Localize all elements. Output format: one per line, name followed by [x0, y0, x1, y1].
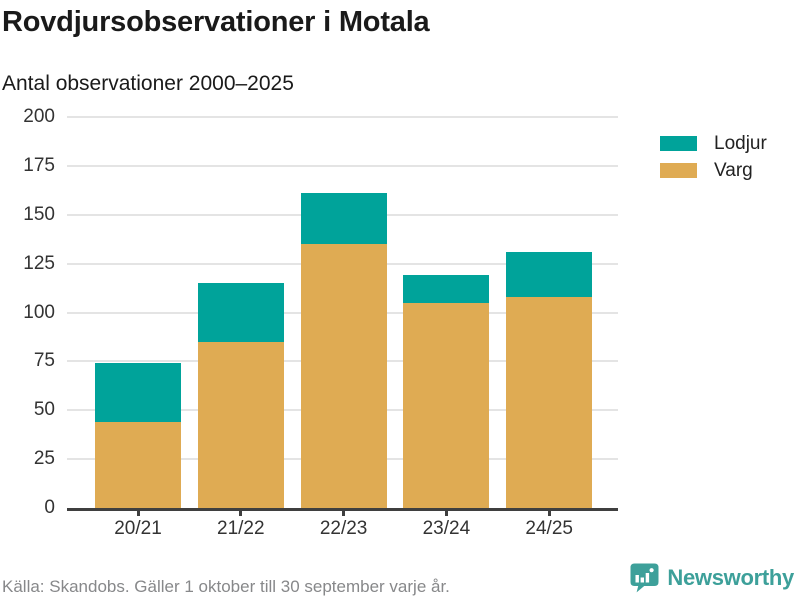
- brand-name: Newsworthy: [667, 564, 794, 590]
- y-tick-label: 50: [33, 399, 55, 421]
- x-tick-label-20/21: 20/21: [114, 518, 162, 539]
- x-axis-tick: [136, 510, 140, 516]
- bar-segment-lodjur-24/25: [506, 251, 593, 297]
- legend-swatch: [660, 163, 697, 178]
- y-tick-label: 75: [33, 350, 55, 372]
- x-tick-label-22/23: 22/23: [319, 518, 368, 539]
- bar-20/21: [95, 117, 181, 508]
- bar-segment-lodjur-23/24: [403, 275, 490, 303]
- x-tick-label-24/25: 24/25: [525, 518, 573, 539]
- bar-23/24: [403, 117, 490, 508]
- y-tick-label: 100: [23, 301, 55, 323]
- y-tick-label: 150: [23, 203, 55, 225]
- y-tick-label: 125: [23, 252, 55, 274]
- bar-segment-lodjur-22/23: [300, 193, 387, 245]
- bar-segment-varg-21/22: [197, 341, 284, 508]
- x-axis-tick: [547, 510, 551, 516]
- plot-area: [67, 116, 618, 511]
- legend-item-lodjur: Lodjur: [660, 133, 767, 154]
- x-axis-tick: [239, 510, 243, 516]
- chart-title: Rovdjursobservationer i Motala: [2, 6, 430, 38]
- bar-segment-varg-23/24: [403, 302, 490, 508]
- chart-subtitle: Antal observationer 2000–2025: [2, 72, 294, 95]
- brand-logo: Newsworthy: [629, 562, 794, 593]
- x-axis-tick: [342, 510, 346, 516]
- x-axis-tick: [444, 510, 448, 516]
- bar-segment-lodjur-21/22: [197, 283, 284, 342]
- legend: Lodjur Varg: [660, 133, 767, 190]
- y-tick-label: 25: [33, 448, 55, 470]
- bar-21/22: [197, 117, 284, 508]
- source-note: Källa: Skandobs. Gäller 1 oktober till 3…: [2, 577, 450, 596]
- bar-segment-varg-20/21: [95, 421, 181, 508]
- bar-segment-lodjur-20/21: [95, 363, 181, 422]
- x-tick-label-23/24: 23/24: [422, 518, 471, 539]
- gridline-200: [67, 116, 618, 118]
- gridline-175: [67, 164, 618, 167]
- bar-segment-varg-24/25: [506, 296, 593, 508]
- legend-label: Varg: [714, 160, 753, 181]
- bar-segment-varg-22/23: [300, 244, 387, 508]
- legend-swatch: [660, 136, 697, 151]
- legend-label: Lodjur: [714, 133, 767, 154]
- y-tick-label: 200: [23, 106, 55, 127]
- newsworthy-bubble-chart-icon: [629, 562, 660, 593]
- y-tick-label: 0: [44, 497, 55, 518]
- legend-item-varg: Varg: [660, 160, 767, 181]
- bar-24/25: [506, 117, 593, 508]
- x-tick-label-21/22: 21/22: [217, 518, 265, 539]
- bar-22/23: [300, 117, 387, 508]
- y-tick-label: 175: [23, 154, 55, 176]
